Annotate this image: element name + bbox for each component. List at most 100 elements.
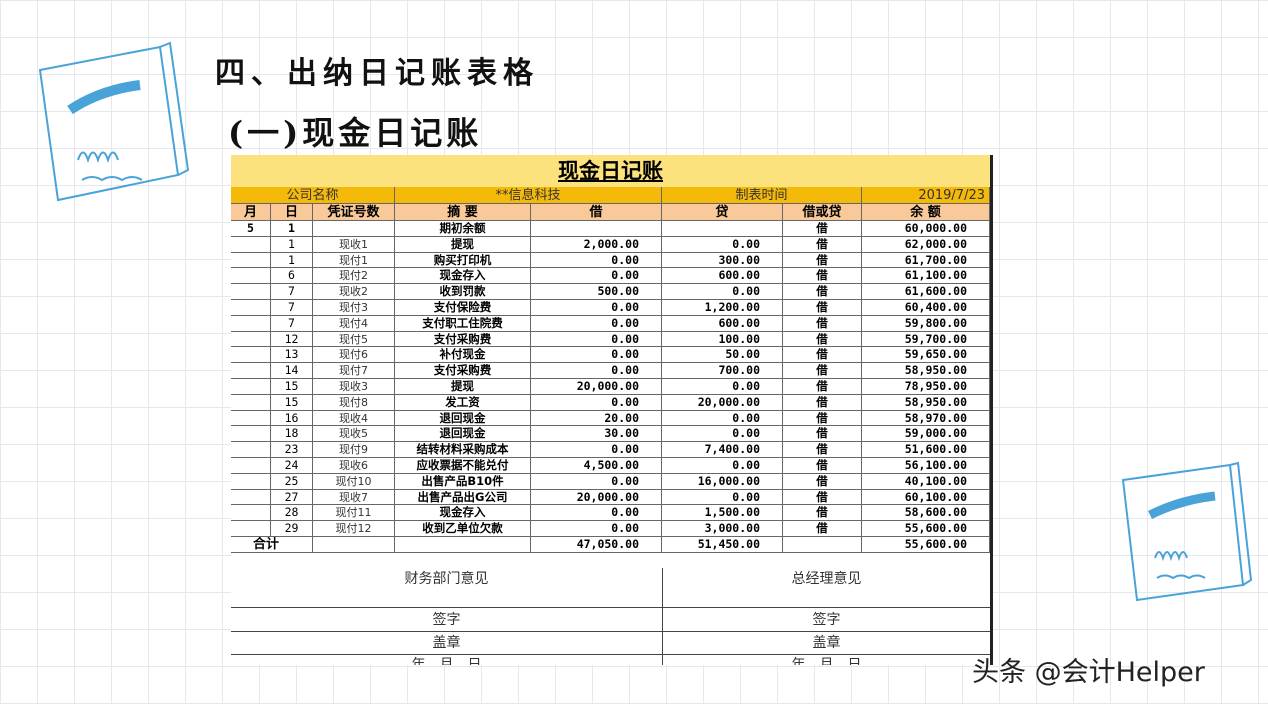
balance-cell: 59,800.00 — [862, 315, 990, 332]
table-row: 7 现付3 支付保险费 0.00 1,200.00 借 60,400.00 — [231, 300, 990, 316]
direction-cell: 借 — [783, 236, 862, 253]
voucher-cell: 现收7 — [313, 489, 395, 506]
debit-cell: 0.00 — [531, 315, 662, 332]
voucher-cell: 现收1 — [313, 236, 395, 253]
balance-cell: 60,400.00 — [862, 300, 990, 316]
debit-cell: 4,500.00 — [531, 458, 662, 474]
debit-cell: 20,000.00 — [531, 379, 662, 395]
credit-cell: 100.00 — [662, 331, 783, 348]
day-cell: 13 — [271, 347, 313, 364]
company-row: 公司名称 **信息科技 制表时间 2019/7/23 — [231, 187, 990, 204]
day-cell: 23 — [271, 442, 313, 458]
month-cell — [231, 379, 271, 395]
direction-cell: 借 — [783, 331, 862, 348]
month-cell — [231, 505, 271, 522]
day-cell: 18 — [271, 426, 313, 443]
summary-cell: 支付采购费 — [395, 363, 531, 379]
summary-cell: 支付职工住院费 — [395, 315, 531, 332]
month-cell — [231, 331, 271, 348]
credit-cell: 0.00 — [662, 410, 783, 427]
empty-cell — [395, 537, 531, 553]
table-row: 27 现收7 出售产品出G公司 20,000.00 0.00 借 60,100.00 — [231, 489, 990, 506]
summary-cell: 提现 — [395, 379, 531, 395]
voucher-cell: 现付11 — [313, 505, 395, 522]
table-row: 7 现付4 支付职工住院费 0.00 600.00 借 59,800.00 — [231, 315, 990, 332]
table-row: 16 现收4 退回现金 20.00 0.00 借 58,970.00 — [231, 410, 990, 427]
summary-cell: 退回现金 — [395, 410, 531, 427]
summary-cell: 应收票据不能兑付 — [395, 458, 531, 474]
day-cell: 29 — [271, 521, 313, 537]
credit-cell — [662, 221, 783, 237]
voucher-cell: 现付8 — [313, 394, 395, 411]
day-cell: 25 — [271, 473, 313, 490]
day-cell: 28 — [271, 505, 313, 522]
credit-cell: 600.00 — [662, 268, 783, 285]
voucher-cell: 现收3 — [313, 379, 395, 395]
table-row: 28 现付11 现金存入 0.00 1,500.00 借 58,600.00 — [231, 505, 990, 522]
month-cell — [231, 489, 271, 506]
voucher-cell: 现付1 — [313, 252, 395, 269]
balance-cell: 56,100.00 — [862, 458, 990, 474]
direction-cell: 借 — [783, 394, 862, 411]
voucher-cell: 现付9 — [313, 442, 395, 458]
summary-cell: 支付采购费 — [395, 331, 531, 348]
month-cell — [231, 252, 271, 269]
month-cell — [231, 410, 271, 427]
direction-cell: 借 — [783, 489, 862, 506]
summary-cell: 收到罚款 — [395, 284, 531, 300]
column-header: 日 — [271, 204, 313, 221]
credit-cell: 300.00 — [662, 252, 783, 269]
summary-cell: 现金存入 — [395, 268, 531, 285]
debit-cell — [531, 221, 662, 237]
voucher-cell: 现付7 — [313, 363, 395, 379]
table-row: 1 现付1 购买打印机 0.00 300.00 借 61,700.00 — [231, 252, 990, 269]
credit-cell: 3,000.00 — [662, 521, 783, 537]
credit-cell: 0.00 — [662, 426, 783, 443]
table-row: 18 现收5 退回现金 30.00 0.00 借 59,000.00 — [231, 426, 990, 443]
column-header-row: 月 日 凭证号数 摘 要 借 贷 借或贷 余 额 — [231, 204, 990, 221]
debit-cell: 20.00 — [531, 410, 662, 427]
summary-cell: 结转材料采购成本 — [395, 442, 531, 458]
balance-cell: 61,100.00 — [862, 268, 990, 285]
debit-cell: 20,000.00 — [531, 489, 662, 506]
day-cell: 1 — [271, 221, 313, 237]
voucher-cell: 现收5 — [313, 426, 395, 443]
voucher-cell: 现收2 — [313, 284, 395, 300]
day-cell: 16 — [271, 410, 313, 427]
finance-seal: 盖章 — [231, 632, 662, 655]
day-cell: 24 — [271, 458, 313, 474]
finance-date: 年 月 日 — [411, 657, 482, 665]
debit-cell: 0.00 — [531, 347, 662, 364]
column-header: 月 — [231, 204, 271, 221]
watermark: 头条 @会计Helper — [972, 657, 1205, 688]
gm-seal: 盖章 — [662, 632, 990, 655]
month-cell — [231, 284, 271, 300]
day-cell: 7 — [271, 284, 313, 300]
summary-cell: 收到乙单位欠款 — [395, 521, 531, 537]
direction-cell: 借 — [783, 521, 862, 537]
table-row: 14 现付7 支付采购费 0.00 700.00 借 58,950.00 — [231, 363, 990, 379]
direction-cell: 借 — [783, 442, 862, 458]
month-cell — [231, 394, 271, 411]
summary-cell: 期初余额 — [395, 221, 531, 237]
credit-cell: 700.00 — [662, 363, 783, 379]
voucher-cell: 现付12 — [313, 521, 395, 537]
total-label: 合计 — [231, 537, 313, 553]
gm-opinion: 总经理意见 — [662, 568, 990, 608]
voucher-cell: 现付4 — [313, 315, 395, 332]
balance-cell: 61,700.00 — [862, 252, 990, 269]
direction-cell: 借 — [783, 284, 862, 300]
table-row: 13 现付6 补付现金 0.00 50.00 借 59,650.00 — [231, 347, 990, 364]
total-credit: 51,450.00 — [662, 537, 783, 553]
direction-cell: 借 — [783, 268, 862, 285]
debit-cell: 0.00 — [531, 331, 662, 348]
debit-cell: 30.00 — [531, 426, 662, 443]
table-row: 12 现付5 支付采购费 0.00 100.00 借 59,700.00 — [231, 331, 990, 348]
column-header: 借 — [531, 204, 662, 221]
day-cell: 7 — [271, 315, 313, 332]
table-row: 24 现收6 应收票据不能兑付 4,500.00 0.00 借 56,100.00 — [231, 458, 990, 474]
debit-cell: 0.00 — [531, 505, 662, 522]
credit-cell: 1,200.00 — [662, 300, 783, 316]
balance-cell: 58,970.00 — [862, 410, 990, 427]
voucher-cell: 现付2 — [313, 268, 395, 285]
